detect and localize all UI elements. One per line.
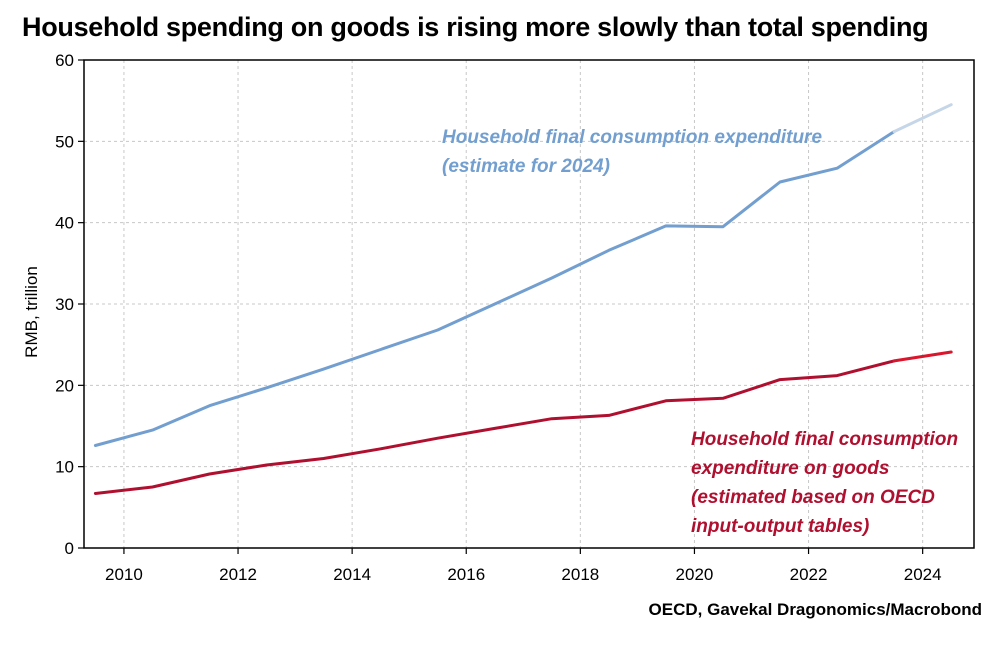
series-lines — [93, 103, 953, 495]
chart-title: Household spending on goods is rising mo… — [22, 12, 929, 42]
grid — [84, 60, 974, 548]
y-tick-label-30: 30 — [55, 295, 74, 314]
x-tick-label-2020: 2020 — [676, 565, 714, 584]
x-tick-label-2010: 2010 — [105, 565, 143, 584]
x-tick-label-2018: 2018 — [561, 565, 599, 584]
y-tick-label-20: 20 — [55, 376, 74, 395]
legend-total-line2: (estimate for 2024) — [442, 156, 610, 177]
x-tick-label-2016: 2016 — [447, 565, 485, 584]
legend-goods-line3: (estimated based on OECD — [691, 487, 935, 508]
axes: 0 10 20 30 40 50 60 2010 2012 2014 2016 2018 2020 202… — [55, 51, 941, 584]
x-tick-label-2022: 2022 — [790, 565, 828, 584]
y-tick-label-10: 10 — [55, 458, 74, 477]
y-tick-label-0: 0 — [65, 539, 74, 558]
legend-goods-line2: expenditure on goods — [691, 458, 889, 479]
series-line-total-spending-estimate — [892, 103, 953, 134]
x-tick-label-2014: 2014 — [333, 565, 371, 584]
legend-goods-line4: input-output tables) — [691, 516, 869, 537]
source-credit: OECD, Gavekal Dragonomics/Macrobond — [648, 600, 982, 619]
series-line-goods-spending-estimate — [892, 350, 953, 363]
legend-goods-line1: Household final consumption — [691, 429, 958, 450]
series-line-goods-spending — [93, 359, 896, 495]
legend-total-line1: Household final consumption expenditure — [442, 127, 822, 148]
y-axis-title: RMB, trillion — [22, 266, 41, 358]
x-tick-label-2012: 2012 — [219, 565, 257, 584]
y-tick-label-40: 40 — [55, 214, 74, 233]
y-tick-label-60: 60 — [55, 51, 74, 70]
series-line-total-spending — [93, 130, 896, 447]
plot-frame — [83, 59, 975, 549]
x-tick-label-2024: 2024 — [904, 565, 942, 584]
y-tick-label-50: 50 — [55, 132, 74, 151]
